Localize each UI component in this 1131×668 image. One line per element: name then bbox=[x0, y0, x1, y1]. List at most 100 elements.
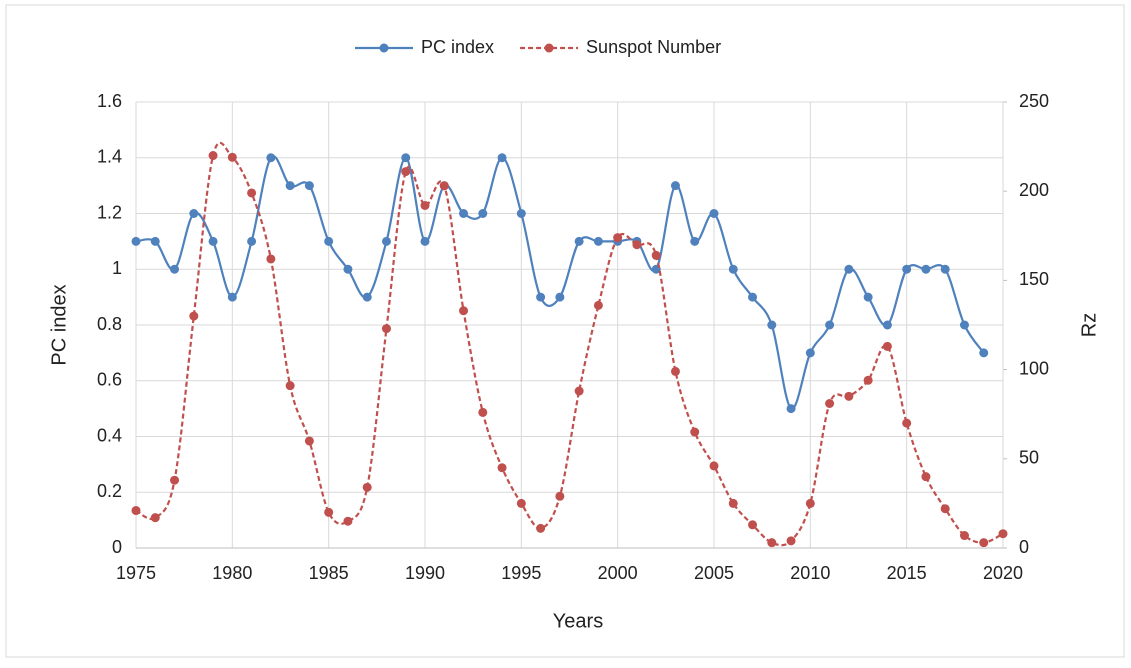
data-point bbox=[632, 240, 642, 250]
data-point bbox=[516, 498, 526, 508]
series-line bbox=[135, 154, 985, 410]
data-point bbox=[651, 250, 661, 260]
data-point bbox=[459, 209, 469, 218]
data-point bbox=[131, 236, 141, 246]
data-point bbox=[959, 320, 969, 330]
data-point bbox=[940, 504, 950, 514]
data-point bbox=[728, 264, 738, 274]
data-point bbox=[844, 391, 854, 401]
data-point bbox=[420, 200, 430, 210]
data-point bbox=[709, 209, 719, 218]
data-point bbox=[459, 306, 469, 316]
data-point bbox=[670, 366, 680, 376]
data-point bbox=[979, 538, 989, 548]
data-point bbox=[420, 236, 430, 246]
data-point bbox=[574, 236, 584, 246]
y-tick-label: 0.2 bbox=[97, 481, 122, 501]
data-point bbox=[266, 153, 276, 163]
data-point bbox=[979, 348, 989, 358]
data-point bbox=[882, 341, 892, 351]
data-point bbox=[208, 236, 218, 246]
y-tick-label: 1.2 bbox=[97, 202, 122, 222]
data-point bbox=[555, 491, 565, 501]
data-point bbox=[805, 348, 815, 358]
data-point bbox=[401, 153, 411, 163]
data-point bbox=[362, 292, 372, 302]
legend-marker bbox=[379, 43, 389, 53]
y-tick-label: 1 bbox=[112, 258, 122, 278]
data-point bbox=[921, 472, 931, 482]
data-point bbox=[304, 436, 314, 446]
data-point bbox=[902, 264, 912, 274]
y2-tick-label: 150 bbox=[1019, 269, 1049, 289]
data-point bbox=[959, 531, 969, 541]
data-point bbox=[131, 506, 141, 516]
data-point bbox=[208, 151, 218, 161]
legend-label: Sunspot Number bbox=[586, 37, 721, 57]
data-point bbox=[786, 536, 796, 546]
y2-tick-label: 250 bbox=[1019, 91, 1049, 111]
data-point bbox=[150, 236, 160, 246]
y-tick-label: 0 bbox=[112, 537, 122, 557]
x-tick-label: 1980 bbox=[212, 563, 252, 583]
data-point bbox=[786, 404, 796, 414]
data-point bbox=[497, 463, 507, 473]
data-point bbox=[940, 264, 950, 274]
data-point bbox=[324, 507, 334, 517]
data-point bbox=[748, 520, 758, 530]
data-point bbox=[690, 236, 700, 246]
data-point bbox=[381, 236, 391, 246]
legend-label: PC index bbox=[421, 37, 494, 57]
data-point bbox=[593, 236, 603, 246]
data-point bbox=[516, 209, 526, 218]
data-point bbox=[150, 513, 160, 523]
data-point bbox=[767, 538, 777, 548]
data-point bbox=[921, 264, 931, 274]
data-point bbox=[593, 300, 603, 310]
data-point bbox=[478, 407, 488, 417]
y2-tick-label: 50 bbox=[1019, 448, 1039, 468]
data-point bbox=[805, 498, 815, 508]
data-point bbox=[343, 516, 353, 526]
x-tick-label: 1975 bbox=[116, 563, 156, 583]
data-point bbox=[439, 181, 449, 191]
x-tick-label: 2010 bbox=[790, 563, 830, 583]
data-point bbox=[670, 181, 680, 191]
x-tick-label: 2015 bbox=[887, 563, 927, 583]
y2-tick-label: 200 bbox=[1019, 180, 1049, 200]
data-point bbox=[863, 375, 873, 385]
data-point bbox=[748, 292, 758, 302]
data-point bbox=[189, 311, 199, 321]
data-point bbox=[285, 181, 295, 191]
y2-tick-label: 100 bbox=[1019, 358, 1049, 378]
x-tick-label: 1990 bbox=[405, 563, 445, 583]
data-point bbox=[709, 461, 719, 471]
data-point bbox=[266, 254, 276, 264]
data-point bbox=[170, 264, 180, 274]
x-tick-label: 2005 bbox=[694, 563, 734, 583]
data-point bbox=[497, 153, 507, 163]
y-tick-label: 1.6 bbox=[97, 91, 122, 111]
y-axis-label: PC index bbox=[48, 284, 70, 365]
y-tick-label: 0.6 bbox=[97, 370, 122, 390]
x-tick-label: 2020 bbox=[983, 563, 1023, 583]
legend-marker bbox=[544, 43, 554, 53]
data-point bbox=[863, 292, 873, 302]
data-point bbox=[324, 236, 334, 246]
x-tick-label: 1985 bbox=[309, 563, 349, 583]
data-point bbox=[285, 381, 295, 391]
x-axis-label: Years bbox=[553, 610, 603, 632]
data-point bbox=[613, 233, 623, 243]
data-point bbox=[574, 386, 584, 396]
y-tick-label: 0.4 bbox=[97, 425, 122, 445]
data-point bbox=[478, 209, 488, 218]
data-point bbox=[767, 320, 777, 330]
data-point bbox=[998, 529, 1008, 539]
data-point bbox=[536, 523, 546, 533]
x-tick-label: 2000 bbox=[598, 563, 638, 583]
data-point bbox=[401, 167, 411, 177]
chart-frame bbox=[5, 4, 1125, 658]
data-point bbox=[690, 427, 700, 437]
data-point bbox=[227, 152, 237, 162]
